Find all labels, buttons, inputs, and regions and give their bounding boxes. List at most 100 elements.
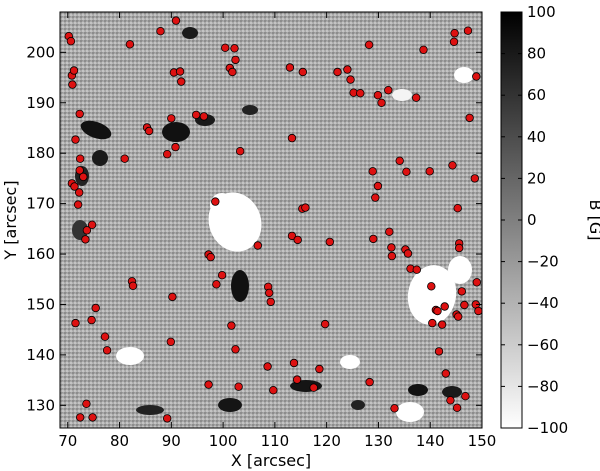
data-point <box>390 404 399 413</box>
data-point <box>220 43 230 52</box>
colorbar-tick-label: 60 <box>527 86 546 104</box>
data-point <box>204 380 213 389</box>
data-point <box>125 40 135 49</box>
data-point <box>102 346 112 355</box>
colorbar-tick-label: 100 <box>527 3 556 21</box>
data-point <box>266 297 275 307</box>
data-point <box>309 383 318 392</box>
y-tick-label: 200 <box>26 43 55 61</box>
colorbar-tick-label: −80 <box>527 377 559 395</box>
x-tick-label: 90 <box>162 432 181 450</box>
y-tick-label: 160 <box>26 245 55 263</box>
data-point <box>71 135 80 144</box>
data-point <box>298 67 307 77</box>
data-point <box>293 235 302 245</box>
colorbar: 100 80 60 40 20 0 −20 −40 −60 −80 −100 B [G] <box>500 3 600 437</box>
data-point <box>463 26 473 35</box>
data-point <box>175 67 185 76</box>
data-point <box>87 220 97 229</box>
data-point <box>446 396 455 405</box>
data-point <box>315 364 324 374</box>
data-point <box>369 234 378 244</box>
data-point <box>437 320 447 329</box>
y-tick-label: 190 <box>26 94 55 112</box>
data-point <box>227 321 236 330</box>
data-point <box>448 161 457 170</box>
data-point <box>265 288 274 298</box>
field-patch <box>396 402 424 422</box>
data-point <box>343 65 352 74</box>
data-point <box>73 200 83 209</box>
data-point <box>395 156 404 165</box>
data-point <box>449 37 459 46</box>
data-point <box>82 399 91 408</box>
data-point <box>474 306 482 316</box>
data-point <box>457 287 466 296</box>
x-tick-label: 150 <box>468 432 497 450</box>
field-patch <box>92 150 108 166</box>
data-point <box>387 243 396 252</box>
data-point <box>68 80 77 89</box>
data-point <box>87 315 96 325</box>
field-patch <box>116 347 144 365</box>
data-point <box>384 85 393 95</box>
data-point <box>231 55 240 65</box>
x-tick-label: 80 <box>110 432 129 450</box>
data-point <box>168 292 177 302</box>
data-point <box>231 345 240 354</box>
y-tick-label: 130 <box>26 396 55 414</box>
data-point <box>470 174 479 183</box>
data-point <box>333 67 342 77</box>
data-point <box>419 45 428 54</box>
plot-frame <box>59 11 483 429</box>
x-tick-label: 100 <box>209 432 238 450</box>
data-point <box>461 392 470 401</box>
data-point <box>211 197 220 206</box>
x-tick-label: 70 <box>58 432 77 450</box>
data-point <box>320 319 330 329</box>
colorbar-tick-label: −100 <box>527 419 568 437</box>
data-point <box>253 241 262 250</box>
data-point <box>373 181 383 191</box>
y-axis-ticks: 130 140 150 160 170 180 190 200 <box>26 43 482 414</box>
x-tick-label: 130 <box>364 432 393 450</box>
field-patch <box>454 67 474 83</box>
field-patch <box>351 400 365 410</box>
field-patch <box>218 398 242 412</box>
data-point <box>412 265 421 274</box>
data-point <box>263 362 272 371</box>
x-tick-label: 110 <box>261 432 290 450</box>
data-point <box>82 226 92 235</box>
data-point <box>472 72 481 81</box>
data-point <box>88 413 97 422</box>
data-point <box>450 29 459 38</box>
data-point <box>128 281 138 290</box>
data-point <box>465 113 474 123</box>
data-point <box>453 203 462 213</box>
data-point <box>75 109 84 119</box>
data-point <box>162 414 172 423</box>
colorbar-tick-label: 40 <box>527 128 546 146</box>
data-point <box>356 88 365 98</box>
x-axis-label: X [arcsec] <box>231 451 311 470</box>
y-axis-label: Y [arcsec] <box>1 180 20 260</box>
data-point <box>228 67 237 77</box>
data-point <box>460 300 469 310</box>
data-point <box>287 133 297 143</box>
data-point <box>325 237 334 247</box>
data-point <box>454 312 463 321</box>
colorbar-tick-label: −60 <box>527 336 559 354</box>
data-point <box>377 98 386 107</box>
colorbar-tick-label: 20 <box>527 169 546 187</box>
field-patch <box>162 122 190 142</box>
data-point <box>441 369 450 378</box>
data-point <box>346 75 355 84</box>
data-point <box>434 347 444 356</box>
data-point <box>176 77 186 86</box>
data-point <box>212 280 221 289</box>
data-point <box>301 203 310 212</box>
field-patch <box>80 120 112 140</box>
data-point <box>167 114 176 123</box>
data-point <box>217 271 227 280</box>
